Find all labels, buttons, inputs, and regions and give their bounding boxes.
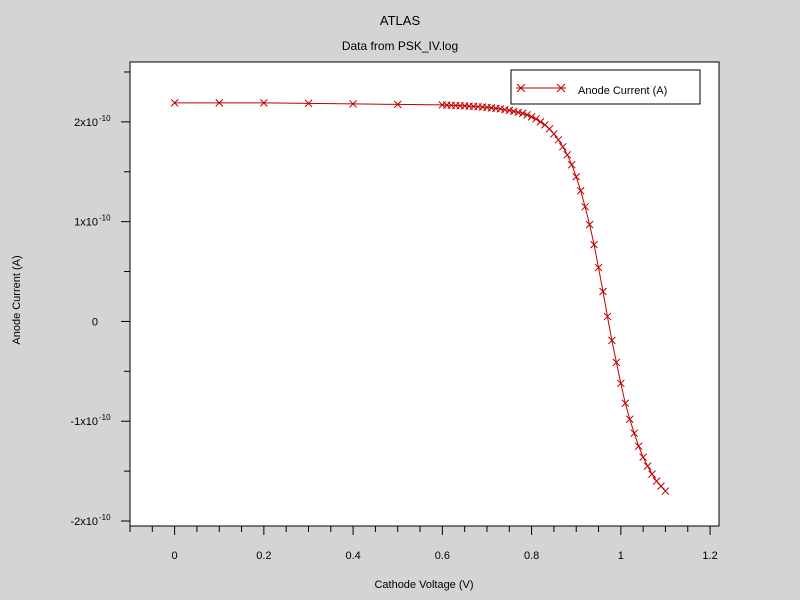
- x-tick-label: 0.6: [435, 550, 450, 562]
- data-point-marker: [572, 172, 581, 181]
- y-tick-exponent: -10: [99, 114, 111, 123]
- series-layer: [170, 99, 670, 495]
- data-point-marker: [505, 106, 514, 115]
- data-point-marker: [393, 100, 402, 109]
- x-axis-label: Cathode Voltage (V): [374, 579, 473, 591]
- data-point-marker: [509, 107, 518, 116]
- y-tick-label: 1x10: [74, 217, 98, 229]
- data-point-marker: [661, 487, 670, 495]
- data-point-marker: [563, 150, 572, 159]
- data-point-marker: [608, 336, 616, 345]
- y-tick-exponent: -10: [99, 214, 111, 223]
- y-tick-label: 2x10: [74, 117, 98, 129]
- data-point-marker: [625, 415, 634, 424]
- data-point-marker: [532, 115, 540, 123]
- data-point-marker: [554, 135, 563, 144]
- x-tick-label: 1.2: [702, 550, 717, 562]
- x-tick-label: 0.2: [256, 550, 271, 562]
- data-point-marker: [576, 186, 585, 195]
- data-point-marker: [599, 287, 607, 296]
- data-point-marker: [558, 142, 567, 151]
- data-point-marker: [260, 99, 268, 107]
- data-point-marker: [616, 379, 625, 388]
- x-tick-label: 0.8: [524, 550, 539, 562]
- plot-area: [129, 61, 720, 527]
- chart-subtitle: Data from PSK_IV.log: [342, 39, 458, 53]
- data-point-marker: [581, 202, 589, 211]
- data-point-marker: [585, 220, 594, 229]
- data-point-marker: [304, 99, 313, 108]
- data-point-marker: [634, 442, 643, 451]
- data-point-marker: [527, 113, 536, 121]
- data-point-marker: [567, 160, 576, 169]
- data-point-marker: [349, 100, 357, 108]
- data-point-marker: [518, 109, 527, 118]
- data-point-marker: [514, 108, 523, 117]
- data-point-marker: [590, 240, 598, 249]
- x-tick-label: 0: [172, 550, 178, 562]
- data-point-marker: [170, 99, 179, 107]
- data-point-marker: [648, 470, 656, 478]
- legend-label: Anode Current (A): [578, 85, 667, 97]
- legend-marker-left: [516, 83, 526, 93]
- data-point-marker: [630, 429, 639, 438]
- legend: Anode Current (A): [510, 69, 701, 105]
- data-point-marker: [603, 312, 612, 321]
- y-tick-label: -2x10: [70, 516, 98, 528]
- data-point-marker: [523, 111, 531, 119]
- y-axis-label: Anode Current (A): [11, 255, 23, 344]
- data-point-marker: [215, 99, 224, 107]
- x-tick-label: 0.4: [345, 550, 360, 562]
- data-point-marker: [643, 462, 652, 470]
- data-point-marker: [639, 453, 647, 462]
- legend-box: [510, 69, 701, 105]
- data-point-marker: [594, 263, 603, 272]
- y-tick-exponent: -10: [99, 413, 111, 422]
- chart-title: ATLAS: [380, 13, 421, 28]
- y-tick-exponent: -10: [99, 513, 111, 522]
- data-point-marker: [550, 129, 558, 138]
- legend-marker-right: [556, 83, 566, 93]
- x-tick-label: 1: [618, 550, 624, 562]
- data-point-marker: [612, 358, 621, 367]
- data-point-marker: [621, 399, 630, 408]
- data-point-marker: [536, 118, 545, 126]
- y-tick-label: -1x10: [70, 416, 98, 428]
- y-tick-label: 0: [92, 316, 98, 328]
